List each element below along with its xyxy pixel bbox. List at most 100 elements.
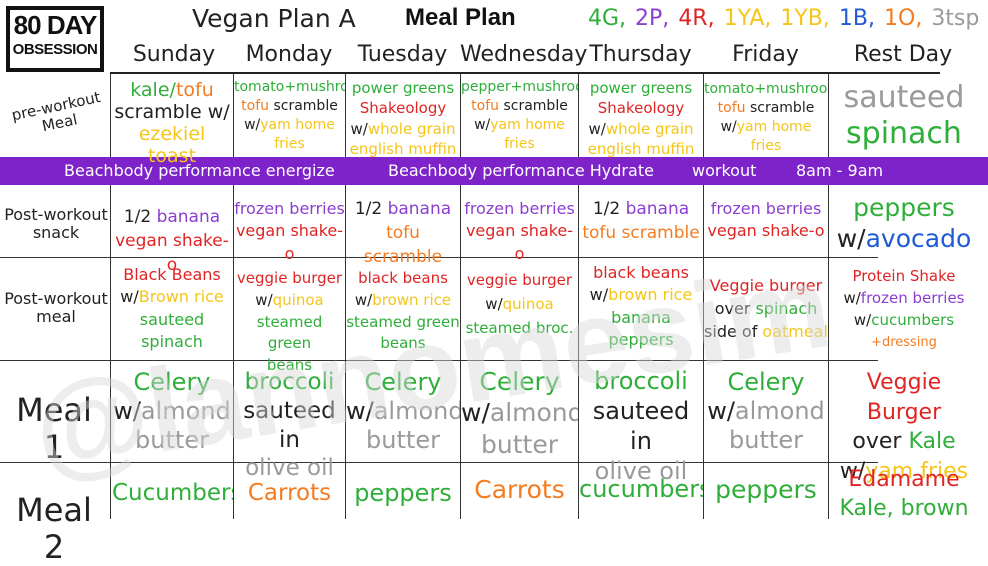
grid-line (460, 72, 461, 519)
food-item: vegan shake-o (235, 221, 344, 263)
meal2-thursday: cucumbers (579, 476, 703, 504)
food-item: Kale, brown (839, 495, 969, 521)
day-sunday: Sunday (132, 42, 216, 67)
food-item: vegan shake-o (465, 221, 574, 263)
food-item: beans (266, 356, 313, 374)
grid-line (0, 360, 878, 361)
food-item: black beans (593, 263, 689, 282)
food-item: vegan shake-o (707, 221, 825, 241)
post-meal-rest: Protein Shake w/frozen berries w/cucumbe… (829, 266, 979, 353)
food-item: w/ (588, 119, 606, 138)
post-snack-wednesday: frozen berries vegan shake-o (461, 198, 578, 265)
food-item: quinoa (272, 290, 324, 309)
food-item: w/ (589, 285, 609, 305)
pre-workout-rest: sauteed spinach (829, 80, 979, 152)
row-label-meal2: Meal 2 (16, 491, 92, 566)
pre-workout-sunday: kale/tofu scramble w/ ezekiel toast (112, 80, 232, 167)
food-item: Celery (364, 368, 442, 396)
food-item: scramble w/ (114, 100, 230, 123)
food-item: w/ (836, 224, 866, 254)
grid-line (233, 72, 234, 519)
food-item: steamed green (256, 312, 323, 353)
food-item: Carrots (474, 476, 565, 504)
food-item: Cucumbers (112, 480, 233, 506)
food-item: Veggie burger (709, 276, 823, 295)
food-item: peppers (608, 330, 674, 350)
meal1-tuesday: Celery w/almond butter (346, 368, 460, 454)
meal1-sunday: Celery w/almond butter (112, 368, 232, 454)
food-item: power greens (589, 79, 693, 97)
grid-line (0, 462, 878, 463)
food-item: tofu (471, 97, 500, 114)
food-item: banana (611, 307, 671, 327)
food-item: butter (729, 425, 803, 454)
day-thursday: Thursday (589, 42, 692, 67)
meal2-monday: Carrots (234, 480, 345, 506)
food-item: steamed broc. (465, 319, 574, 337)
day-rest: Rest Day (853, 42, 953, 67)
meal1-friday: Celery w/almond butter (704, 368, 828, 454)
food-item: Celery (479, 367, 560, 396)
banner-time: 8am - 9am (796, 161, 884, 180)
food-item: veggie burger (466, 271, 573, 289)
food-item: Veggie Burger (866, 370, 942, 425)
food-item: beans (380, 334, 426, 353)
post-snack-tuesday: 1/2 banana tofu scramble (346, 198, 460, 269)
pre-workout-friday: tomato+mushroom tofu scramble w/yam home… (704, 80, 828, 156)
food-item: spinach (755, 299, 818, 319)
food-item: cucumbers (579, 476, 703, 503)
portion-legend: 4G, 2P, 4R, 1YA, 1YB, 1B, 1O, 3tsp (588, 6, 981, 31)
food-item: almond (373, 396, 460, 425)
food-item: w/ (843, 288, 861, 307)
food-item: fries (504, 135, 535, 152)
food-item: yam home (736, 118, 812, 135)
food-item: fries (274, 135, 305, 152)
food-item: w/ (474, 116, 491, 133)
logo: 80 DAY OBSESSION (6, 6, 104, 72)
legend-yellow-a: 1YA, (723, 6, 772, 31)
food-item: butter (135, 425, 209, 454)
food-item: Carrots (247, 480, 332, 506)
food-item: tofu (717, 99, 746, 116)
supplement-banner: Beachbody performance energize Beachbody… (0, 157, 988, 185)
food-item: Shakeology (597, 99, 685, 118)
logo-line2: OBSESSION (12, 41, 98, 58)
post-snack-friday: frozen berries vegan shake-o (704, 198, 828, 243)
meal2-rest: Edamame Kale, brown (829, 466, 979, 523)
food-item: peppers (853, 193, 955, 222)
food-item: 1/2 (123, 207, 157, 227)
row-label-meal1: Meal 1 (16, 391, 92, 466)
food-item: Celery (727, 368, 805, 396)
food-item: w/ (707, 396, 735, 425)
food-item: Shakeology (359, 99, 447, 118)
banner-workout: workout (692, 161, 757, 180)
post-snack-rest: peppers w/avocado (829, 192, 979, 255)
post-meal-tuesday: black beans w/brown rice steamed green b… (346, 268, 460, 355)
pre-workout-thursday: power greens Shakeology w/whole grain en… (579, 78, 703, 159)
food-item: yam fries (865, 459, 969, 485)
food-item: peppers (715, 476, 817, 504)
grid-line (0, 257, 878, 258)
food-item: frozen berries (860, 288, 965, 307)
food-item: tofu (175, 80, 214, 101)
food-item: scramble (499, 97, 568, 114)
food-item: yam home (490, 116, 565, 133)
legend-purple: 2P, (635, 6, 670, 31)
grid-line (110, 72, 940, 74)
food-item: banana (387, 199, 452, 219)
pre-workout-wednesday: pepper+mushroom tofu scramble w/yam home… (461, 78, 578, 154)
food-item: sauteed (843, 80, 965, 115)
post-snack-sunday: 1/2 banana vegan shake-o (112, 206, 232, 277)
food-item: butter (481, 429, 558, 459)
food-item: w/ (485, 295, 503, 313)
meal1-rest: Veggie Burger over Kale w/yam fries (829, 368, 979, 487)
day-wednesday: Wednesday (460, 42, 588, 67)
food-item: spinach (846, 116, 962, 151)
food-item: black beans (358, 269, 448, 287)
post-meal-sunday: Black Beans w/Brown rice sauteed spinach (112, 264, 232, 354)
food-item: w/ (461, 398, 490, 428)
food-item: Edamame (848, 467, 960, 492)
row-label-pre-workout: pre-workout Meal (10, 88, 103, 136)
food-item: w/ (120, 287, 139, 307)
food-item: tomato+mushroom (704, 81, 828, 97)
